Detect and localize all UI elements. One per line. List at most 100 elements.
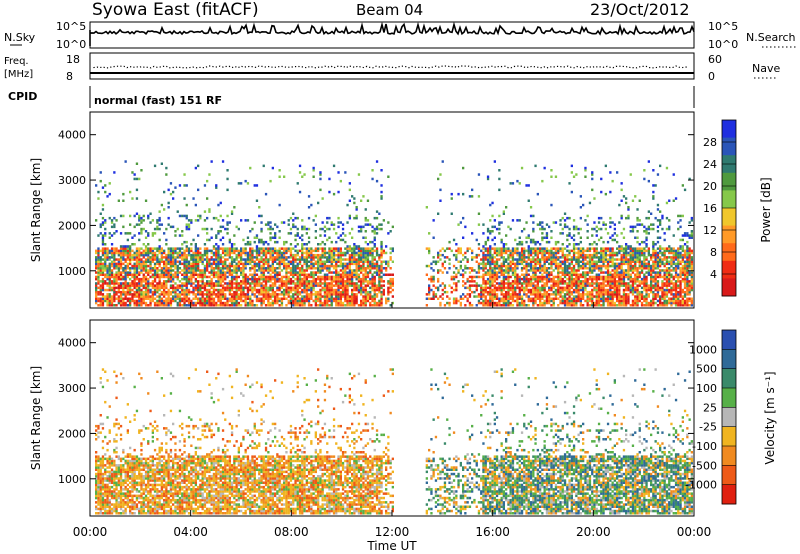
power-cell bbox=[527, 299, 530, 303]
power-cell bbox=[378, 282, 381, 285]
power-cell bbox=[351, 297, 354, 300]
power-cell bbox=[385, 299, 388, 303]
power-cell bbox=[160, 293, 163, 296]
power-cell bbox=[321, 264, 324, 268]
power-cell bbox=[144, 271, 148, 274]
power-cell bbox=[353, 282, 356, 285]
power-cell bbox=[482, 286, 485, 290]
power-cell bbox=[95, 284, 98, 287]
power-cell bbox=[289, 260, 293, 263]
power-cell bbox=[536, 192, 539, 196]
power-cell bbox=[591, 284, 594, 287]
power-cell bbox=[541, 256, 544, 259]
power-cell bbox=[312, 175, 315, 178]
power-cell bbox=[210, 284, 213, 287]
power-cell bbox=[491, 271, 494, 274]
power-cell bbox=[321, 301, 324, 305]
power-cell bbox=[283, 264, 286, 268]
power-cell bbox=[149, 262, 152, 266]
power-cell bbox=[595, 284, 598, 287]
power-cell bbox=[516, 249, 519, 253]
power-cell bbox=[330, 286, 333, 290]
power-cell bbox=[104, 282, 107, 285]
power-cell bbox=[475, 271, 478, 274]
power-cell bbox=[262, 247, 265, 250]
power-cell bbox=[242, 295, 245, 298]
power-cell bbox=[126, 293, 129, 296]
power-cell bbox=[131, 258, 134, 261]
power-cell bbox=[95, 249, 98, 253]
power-cell bbox=[101, 243, 105, 246]
power-cell bbox=[373, 264, 376, 268]
power-cell bbox=[319, 171, 322, 174]
power-cell bbox=[493, 249, 496, 253]
power-cell bbox=[210, 267, 213, 270]
power-cell bbox=[210, 271, 213, 274]
power-cell bbox=[110, 256, 114, 259]
power-cell bbox=[500, 284, 503, 287]
power-cell bbox=[321, 304, 324, 307]
power-cell bbox=[307, 273, 311, 276]
power-cell bbox=[169, 293, 173, 296]
power-cell bbox=[541, 273, 544, 276]
power-cell bbox=[156, 299, 159, 303]
power-cell bbox=[559, 301, 562, 305]
power-cell bbox=[251, 280, 254, 283]
power-cell bbox=[552, 297, 555, 300]
power-cell bbox=[437, 177, 440, 181]
power-cell bbox=[486, 277, 490, 281]
power-cell bbox=[604, 277, 607, 281]
power-cell bbox=[493, 264, 496, 268]
power-cell bbox=[366, 258, 370, 261]
power-cell bbox=[380, 195, 383, 198]
power-cell bbox=[283, 275, 286, 279]
power-cell bbox=[305, 277, 308, 281]
power-cell bbox=[355, 214, 358, 218]
power-cell bbox=[495, 297, 499, 300]
power-cell bbox=[432, 260, 435, 263]
power-cell bbox=[258, 238, 261, 242]
power-cell bbox=[160, 258, 163, 261]
power-cell bbox=[135, 277, 139, 281]
power-cell bbox=[434, 286, 438, 290]
power-cell bbox=[459, 264, 462, 268]
power-cell bbox=[566, 288, 569, 292]
power-cell bbox=[242, 275, 245, 279]
power-cell bbox=[493, 243, 496, 246]
power-cell bbox=[514, 251, 517, 255]
power-cell bbox=[156, 295, 159, 298]
power-cell bbox=[135, 267, 139, 270]
power-cell bbox=[255, 304, 259, 307]
power-cell bbox=[149, 301, 152, 305]
power-cell bbox=[591, 177, 594, 181]
power-cell bbox=[208, 264, 211, 268]
date-title: 23/Oct/2012 bbox=[590, 0, 690, 19]
power-cell bbox=[296, 264, 299, 268]
power-cell bbox=[126, 304, 129, 307]
power-cell bbox=[326, 293, 329, 296]
power-cell bbox=[219, 277, 222, 281]
power-cell bbox=[217, 245, 220, 248]
power-cell bbox=[255, 273, 259, 276]
power-cell bbox=[258, 214, 261, 218]
power-cell bbox=[586, 247, 589, 250]
power-cell bbox=[566, 277, 569, 281]
power-cell bbox=[319, 234, 322, 237]
power-cell bbox=[153, 275, 157, 279]
power-cell bbox=[570, 286, 573, 290]
power-cell bbox=[437, 256, 440, 259]
power-cell bbox=[156, 219, 159, 222]
power-cell bbox=[190, 284, 193, 287]
power-cell bbox=[514, 249, 517, 253]
power-cell bbox=[489, 297, 492, 300]
power-cell bbox=[552, 280, 555, 283]
power-cell bbox=[529, 260, 533, 263]
power-cell bbox=[341, 304, 345, 307]
power-cell bbox=[561, 267, 564, 270]
power-cell bbox=[208, 210, 211, 213]
power-cell bbox=[328, 177, 331, 181]
power-cell bbox=[348, 267, 351, 270]
power-cell bbox=[450, 277, 453, 281]
power-cell bbox=[192, 286, 195, 290]
power-cell bbox=[482, 258, 485, 261]
